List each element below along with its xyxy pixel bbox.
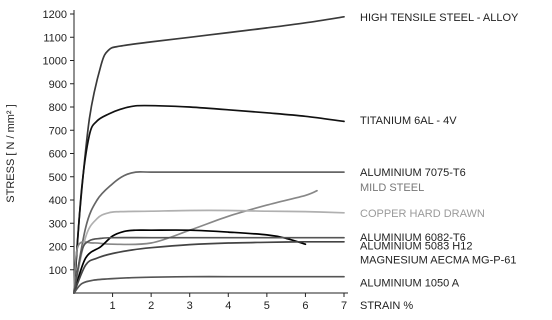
y-tick-label: 900 [49, 79, 67, 91]
series-6-label: ALUMINIUM 5083 H12 [360, 240, 473, 252]
series-6-line [73, 236, 345, 294]
series-2-line [73, 170, 345, 294]
x-ticks: 1 2 3 4 5 6 7 [110, 293, 347, 312]
y-tick-label: 800 [49, 102, 67, 114]
y-tick-label: 200 [49, 242, 67, 254]
x-tick-label: 1 [110, 300, 116, 312]
y-tick-label: 100 [49, 265, 67, 277]
series-1-label: TITANIUM 6AL - 4V [360, 115, 457, 127]
series-4-label: COPPER HARD DRAWN [360, 208, 485, 220]
y-ticks: 100 200 300 400 500 600 700 800 900 1000 1100 1200 [43, 9, 74, 277]
series-8-label: ALUMINIUM 1050 A [360, 278, 460, 290]
series-1-line [73, 104, 345, 294]
series-5-line [73, 229, 307, 294]
series-7-line [73, 240, 345, 294]
series-5-label: ALUMINIUM 6082-T6 [360, 232, 466, 244]
y-tick-label: 1200 [43, 9, 67, 21]
x-tick-label: 5 [264, 300, 270, 312]
x-axis-label: STRAIN % [360, 300, 413, 312]
axes [73, 10, 348, 294]
series-lines [73, 15, 345, 294]
series-8-line [73, 275, 345, 294]
y-tick-label: 1100 [43, 32, 67, 44]
y-tick-label: 600 [49, 149, 67, 161]
x-tick-label: 2 [148, 300, 154, 312]
x-tick-label: 7 [341, 300, 347, 312]
series-labels: HIGH TENSILE STEEL - ALLOY TITANIUM 6AL -… [360, 12, 519, 290]
y-axis-label: STRESS [ N / mm² ] [5, 104, 17, 202]
x-tick-label: 6 [302, 300, 308, 312]
series-3-label: MILD STEEL [360, 182, 424, 194]
x-tick-label: 4 [225, 300, 231, 312]
y-tick-label: 700 [49, 125, 67, 137]
series-4-line [73, 209, 345, 294]
series-2-label: ALUMINIUM 7075-T6 [360, 167, 466, 179]
x-tick-label: 3 [187, 300, 193, 312]
series-0-line [73, 15, 345, 294]
series-0-label: HIGH TENSILE STEEL - ALLOY [360, 12, 519, 24]
series-7-label: MAGNESIUM AECMA MG-P-61 [360, 254, 516, 266]
y-tick-label: 400 [49, 195, 67, 207]
y-tick-label: 300 [49, 218, 67, 230]
y-tick-label: 500 [49, 172, 67, 184]
y-tick-label: 1000 [43, 56, 67, 68]
